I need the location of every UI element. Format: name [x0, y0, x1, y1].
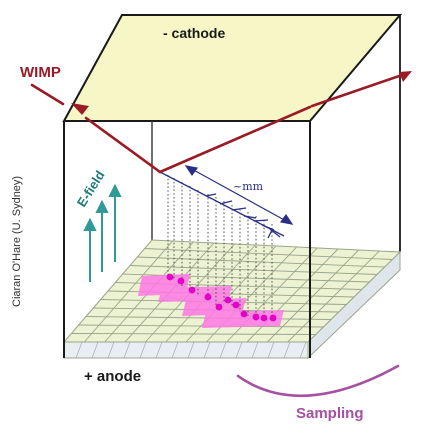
- hit-dot: [188, 286, 196, 294]
- wimp-track: [30, 72, 407, 174]
- grid-line: [287, 250, 380, 343]
- pixel-hit-region: [202, 310, 284, 328]
- hit-dot: [215, 303, 223, 311]
- sampling-label: Sampling: [296, 405, 364, 422]
- wimp-arrow-head: [71, 103, 89, 115]
- cathode-plate: [62, 14, 403, 122]
- drift-lines: [167, 175, 273, 318]
- pixel-hit-region: [158, 286, 232, 302]
- sampling-curve: [236, 364, 400, 398]
- hit-dot: [224, 296, 232, 304]
- readout-base-hatching: [75, 341, 307, 359]
- hit-dots: [166, 273, 277, 322]
- anode-label: + anode: [84, 368, 141, 385]
- recoil-track: [159, 171, 285, 239]
- wimp-label: WIMP: [20, 64, 61, 81]
- hit-dot: [232, 301, 240, 309]
- grid-line: [144, 248, 393, 260]
- credit-label: Ciaran O'Hare (U. Sydney): [11, 176, 23, 307]
- scale-label: ~mm: [233, 180, 264, 193]
- hit-dot: [240, 310, 248, 318]
- hit-dot: [166, 273, 174, 281]
- hit-dot: [269, 314, 277, 322]
- hit-dot: [204, 293, 212, 301]
- scale-arrow: [184, 165, 294, 225]
- efield-arrows: [83, 183, 122, 282]
- cathode-label: - cathode: [163, 25, 225, 41]
- hit-dot: [260, 314, 268, 322]
- grid-line: [137, 256, 385, 268]
- wimp-exit-arrow-head: [399, 71, 412, 82]
- box-front-frame: [63, 121, 311, 358]
- hit-dot: [252, 313, 260, 321]
- hit-dot: [177, 277, 185, 285]
